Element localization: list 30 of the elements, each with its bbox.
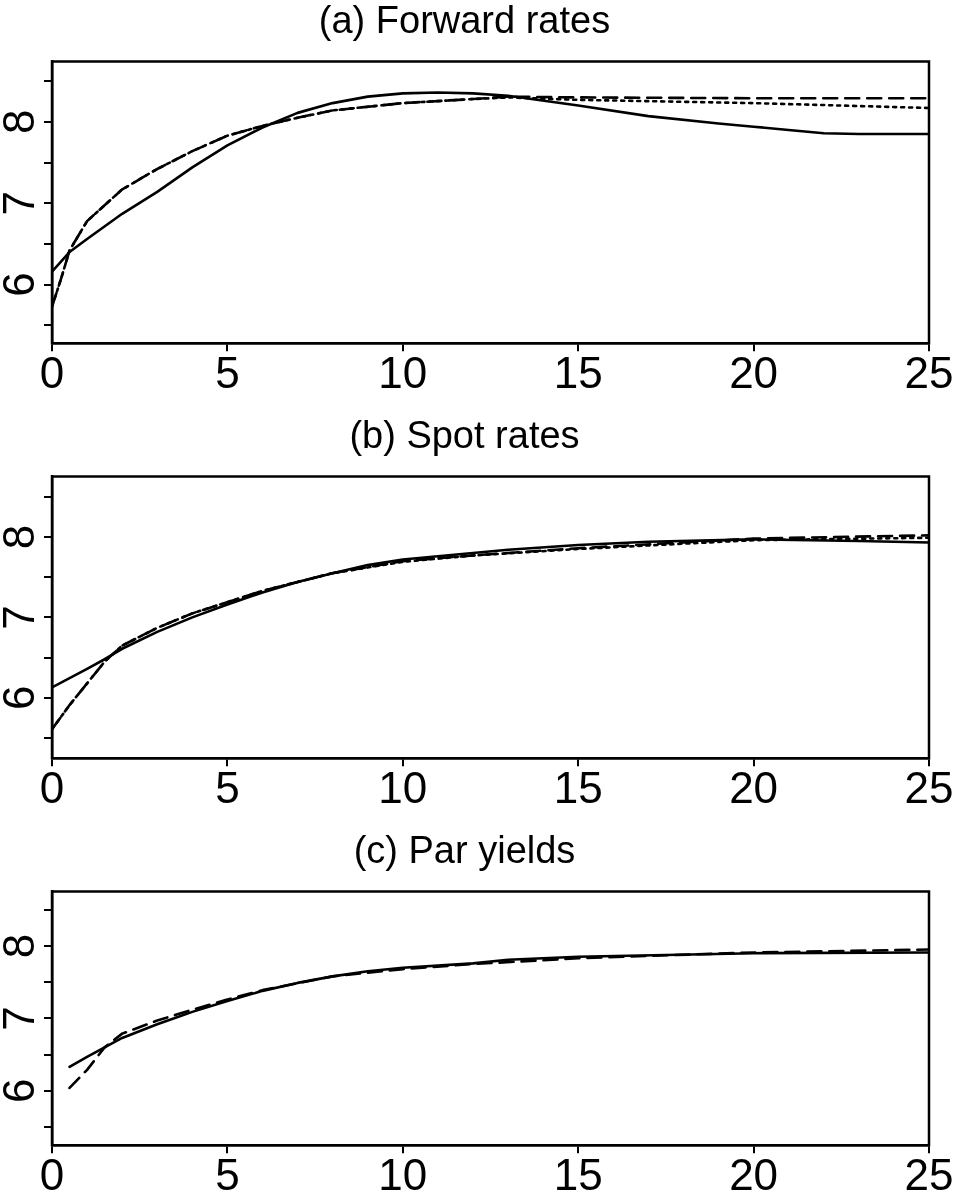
x-tick-label: 5 bbox=[215, 762, 240, 812]
x-tick-label: 15 bbox=[553, 762, 603, 812]
x-tick-label: 0 bbox=[39, 1149, 65, 1199]
y-tick-label: 8 bbox=[0, 524, 44, 550]
y-tick-label: 7 bbox=[0, 605, 44, 630]
x-tick-label: 0 bbox=[39, 347, 65, 397]
chart-title: (c) Par yields bbox=[353, 829, 576, 872]
x-tick-label: 20 bbox=[729, 1149, 779, 1199]
x-tick-label: 25 bbox=[904, 347, 954, 397]
x-tick-label: 10 bbox=[378, 347, 428, 397]
y-tick-label: 8 bbox=[0, 933, 44, 959]
x-tick-label: 15 bbox=[553, 1149, 603, 1199]
x-tick-label: 20 bbox=[729, 347, 779, 397]
chart-title: (b) Spot rates bbox=[349, 414, 580, 457]
x-tick-label: 20 bbox=[729, 762, 779, 812]
x-tick-label: 25 bbox=[904, 762, 954, 812]
x-tick-label: 0 bbox=[39, 762, 65, 812]
y-tick-label: 7 bbox=[0, 1006, 44, 1031]
x-tick-label: 10 bbox=[378, 1149, 428, 1199]
chart-title: (a) Forward rates bbox=[318, 0, 611, 42]
x-tick-label: 25 bbox=[904, 1149, 954, 1199]
x-tick-label: 5 bbox=[215, 1149, 240, 1199]
y-tick-label: 6 bbox=[0, 272, 44, 297]
x-tick-label: 5 bbox=[215, 347, 240, 397]
y-tick-label: 7 bbox=[0, 190, 44, 216]
x-tick-label: 10 bbox=[378, 762, 428, 812]
y-tick-label: 6 bbox=[0, 1078, 44, 1104]
x-tick-label: 15 bbox=[553, 347, 603, 397]
y-tick-label: 8 bbox=[0, 109, 44, 135]
y-tick-label: 6 bbox=[0, 685, 44, 711]
